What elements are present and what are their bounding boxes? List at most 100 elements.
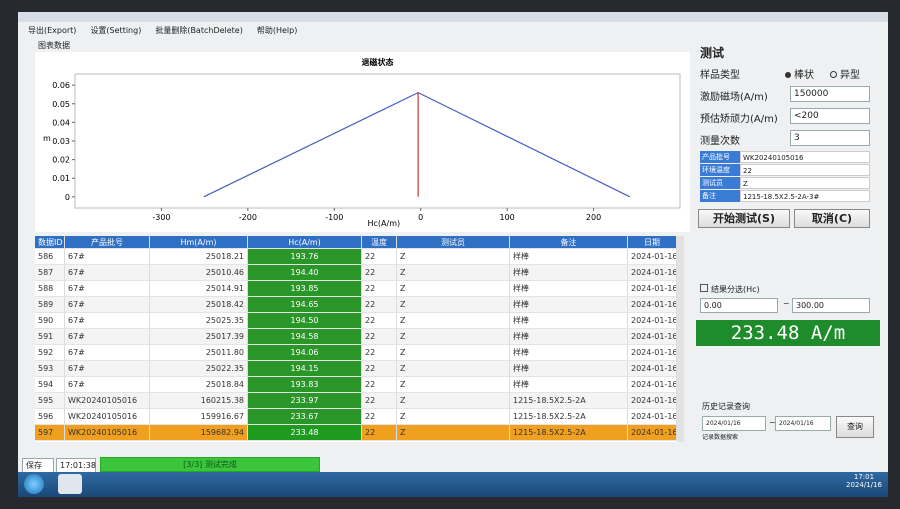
menu-item[interactable]: 设置(Setting) xyxy=(90,26,142,35)
dropdown[interactable]: 3 xyxy=(790,130,870,146)
table-cell: 2024-01-16 xyxy=(628,313,677,329)
table-cell: 22 xyxy=(362,393,397,409)
tab-label[interactable]: 图表数据 xyxy=(38,41,70,50)
column-header: Hm(A/m) xyxy=(150,236,248,249)
table-cell: 2024-01-16 xyxy=(628,329,677,345)
table-cell: Z xyxy=(397,313,510,329)
table-cell: 67# xyxy=(65,313,150,329)
input[interactable]: 0.00 xyxy=(700,298,778,313)
table-cell: 596 xyxy=(35,409,65,425)
y-tick-label: 0 xyxy=(65,193,70,202)
table-cell: 样棒 xyxy=(510,345,628,361)
query-button[interactable]: 查询 xyxy=(836,416,874,438)
clock: 17:01 2024/1/16 xyxy=(846,473,882,489)
table-cell: 22 xyxy=(362,313,397,329)
menu-bar: 导出(Export) 设置(Setting) 批量删除(BatchDelete) 帮助… xyxy=(28,25,297,36)
menu-item[interactable]: 帮助(Help) xyxy=(256,26,298,35)
field-label: 测量次数 xyxy=(700,136,740,147)
date-input[interactable]: 2024/01/16 xyxy=(702,416,766,431)
table-cell: 25018.84 xyxy=(150,377,248,393)
panel-title: 测试 xyxy=(700,46,725,60)
plot-area xyxy=(74,73,681,209)
chart: 退磁状态 m Hc(A/m) 0 0.01 0.02 0.03 0.04 0.05 0.06 -30… xyxy=(35,52,690,232)
table-cell: 2024-01-16 xyxy=(628,297,677,313)
info-label: 产品批号 xyxy=(700,151,740,163)
table-cell: Z xyxy=(397,249,510,265)
table-cell: 194.40 xyxy=(248,265,362,281)
clock-time: 17:01 xyxy=(853,473,875,481)
cancel-button[interactable]: 取消(C) xyxy=(794,209,870,228)
table-cell: Z xyxy=(397,281,510,297)
scrollbar[interactable] xyxy=(677,236,684,442)
table-cell: 67# xyxy=(65,345,150,361)
table-cell: 194.15 xyxy=(248,361,362,377)
column-header: 日期 xyxy=(628,236,677,249)
y-tick-label: 0.05 xyxy=(52,100,70,109)
table-cell: 22 xyxy=(362,265,397,281)
table-cell: 25017.39 xyxy=(150,329,248,345)
info-value[interactable]: WK20240105016 xyxy=(740,151,870,163)
table-cell: 22 xyxy=(362,425,397,441)
table-cell: 样棒 xyxy=(510,377,628,393)
checkbox-label: 结果分选(Hc) xyxy=(711,285,760,294)
search-label: 记录数据搜索 xyxy=(702,434,739,441)
table-cell: 233.48 xyxy=(248,425,362,441)
start-button[interactable]: 开始测试(S) xyxy=(698,209,790,228)
table-cell: Z xyxy=(397,329,510,345)
table-cell: 样棒 xyxy=(510,297,628,313)
table-cell: 22 xyxy=(362,377,397,393)
table-cell: 67# xyxy=(65,377,150,393)
table-cell: 2024-01-16 xyxy=(628,361,677,377)
info-value[interactable]: Z xyxy=(740,177,870,189)
radio[interactable]: 异型 xyxy=(830,66,860,81)
time-display: 17:01:38 xyxy=(56,458,96,473)
table-cell: 25018.21 xyxy=(150,249,248,265)
date-input[interactable]: 2024/01/16 xyxy=(775,416,831,431)
info-value[interactable]: 1215-18.5X2.5-2A-3# xyxy=(740,190,870,202)
info-label: 备注 xyxy=(700,190,740,202)
info-label: 测试员 xyxy=(700,177,740,189)
table-cell: 593 xyxy=(35,361,65,377)
x-tick-label: 100 xyxy=(500,213,515,222)
table-cell: 2024-01-16 xyxy=(628,425,677,441)
x-tick-label: -200 xyxy=(239,213,257,222)
dropdown[interactable]: 150000 xyxy=(790,86,870,102)
y-tick-label: 0.01 xyxy=(52,174,70,183)
column-header: 测试员 xyxy=(397,236,510,249)
label: 样品类型 xyxy=(700,70,740,81)
start-button[interactable] xyxy=(24,474,44,494)
x-axis-label: Hc(A/m) xyxy=(368,219,401,228)
save-button[interactable]: 保存 xyxy=(22,458,54,473)
table-cell: 25010.46 xyxy=(150,265,248,281)
dropdown[interactable]: <200 xyxy=(790,108,870,124)
table-cell: 589 xyxy=(35,297,65,313)
table-cell: WK20240105016 xyxy=(65,409,150,425)
history-title: 历史记录查询 xyxy=(702,402,750,411)
table-cell: 22 xyxy=(362,361,397,377)
table-cell: 25022.35 xyxy=(150,361,248,377)
checkbox[interactable]: 结果分选(Hc) xyxy=(700,284,760,295)
input[interactable]: 300.00 xyxy=(792,298,870,313)
table-cell: 1215-18.5X2.5-2A xyxy=(510,409,628,425)
y-tick-label: 0.06 xyxy=(52,81,70,90)
table-cell: 样棒 xyxy=(510,265,628,281)
table-cell: 194.65 xyxy=(248,297,362,313)
table-cell: 594 xyxy=(35,377,65,393)
table-cell: 586 xyxy=(35,249,65,265)
table-cell: Z xyxy=(397,377,510,393)
table-cell: 160215.38 xyxy=(150,393,248,409)
x-tick-label: -100 xyxy=(325,213,343,222)
app-icon[interactable] xyxy=(58,474,82,494)
menu-item[interactable]: 批量删除(BatchDelete) xyxy=(155,26,243,35)
clock-date: 2024/1/16 xyxy=(846,481,882,489)
table-cell: 67# xyxy=(65,329,150,345)
table-cell: 22 xyxy=(362,329,397,345)
radio[interactable]: 棒状 xyxy=(785,66,814,81)
radio-label: 棒状 xyxy=(794,70,814,81)
table-cell: 22 xyxy=(362,281,397,297)
menu-item[interactable]: 导出(Export) xyxy=(28,26,77,35)
chart-title: 退磁状态 xyxy=(362,57,394,67)
info-value[interactable]: 22 xyxy=(740,164,870,176)
table-cell: 2024-01-16 xyxy=(628,281,677,297)
table-cell: 22 xyxy=(362,409,397,425)
